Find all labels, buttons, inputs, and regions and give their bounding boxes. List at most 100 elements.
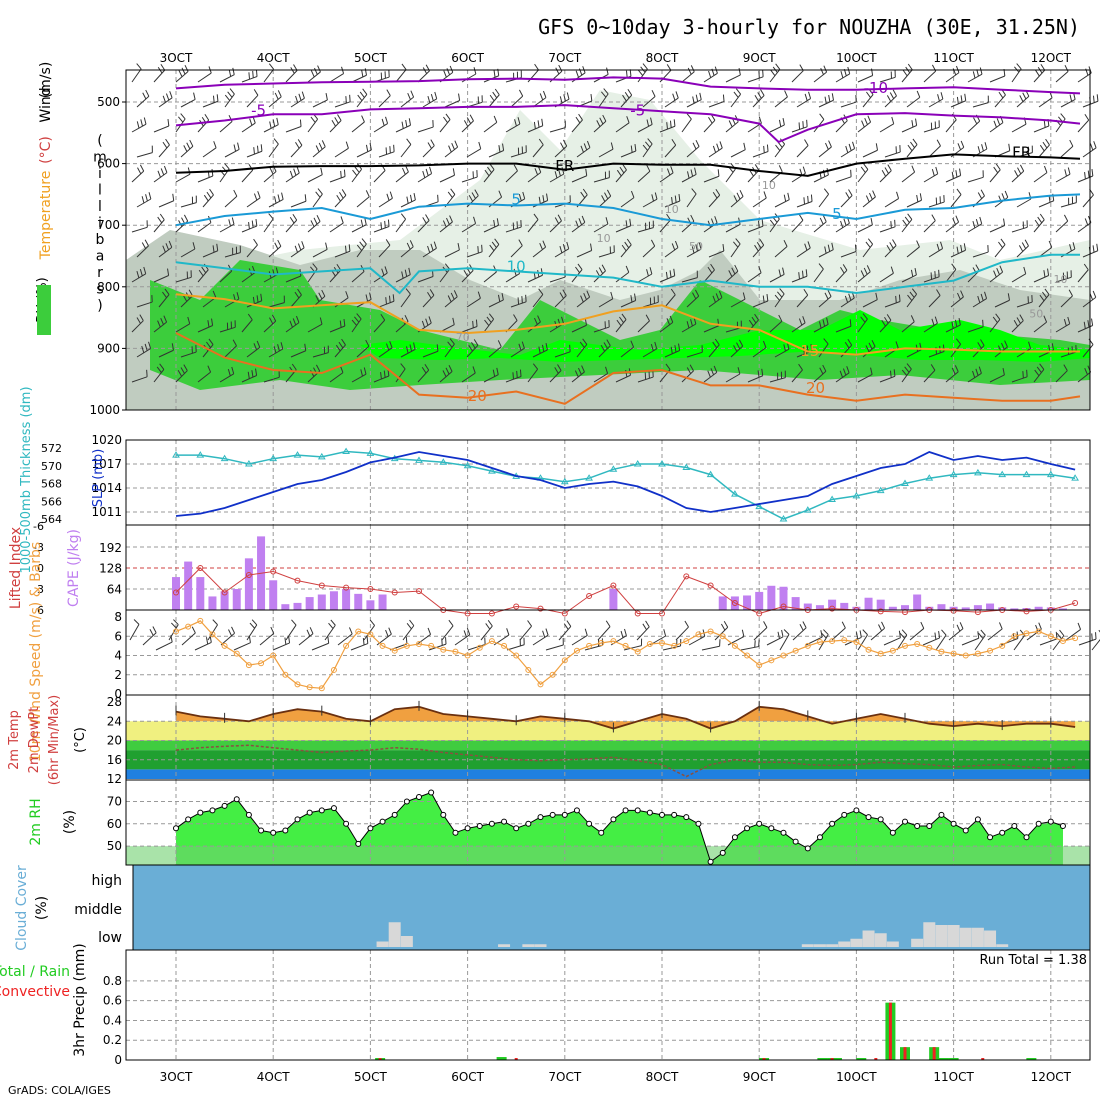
y-tick-label: 500	[97, 95, 120, 109]
wind-barb	[902, 172, 915, 182]
wind-barb	[990, 123, 1003, 132]
rh2m-marker	[805, 846, 810, 851]
cape-tick-label: 128	[99, 562, 122, 576]
x-tick-label-bottom: 5OCT	[354, 1070, 387, 1084]
wind-barb-feather	[803, 622, 806, 628]
x-tick-label-top: 10OCT	[836, 51, 877, 65]
wind-barb-feather	[1061, 114, 1065, 119]
low-cloud-bar	[850, 939, 862, 947]
wind-barb-feather	[285, 638, 286, 645]
rh2m-axis-label: 2m RH	[28, 798, 44, 845]
rh2m-marker	[502, 819, 507, 824]
wind-barb-feather	[1023, 93, 1026, 99]
wind-barb	[1083, 195, 1093, 207]
wind-barb-feather	[882, 622, 885, 628]
wind-barb-feather	[628, 89, 632, 95]
wind-barb-feather	[153, 627, 156, 633]
cape-bar	[245, 558, 253, 610]
low-cloud-bar	[838, 942, 850, 948]
wind-barb-feather	[358, 95, 362, 101]
wind-barb	[401, 144, 411, 157]
wind-barb-feather	[576, 71, 578, 78]
wind-barb	[181, 99, 195, 107]
wind-barb-feather	[142, 196, 144, 203]
rh2m-marker	[368, 826, 373, 831]
wind-barb	[797, 99, 811, 107]
wind-barb-feather	[825, 97, 826, 104]
wind-barb	[748, 77, 763, 82]
wind-barb	[885, 199, 899, 207]
wind-barb-feather	[385, 221, 386, 228]
wind-barb-feather	[916, 119, 917, 126]
wind-barb	[335, 102, 350, 107]
wind-barb-feather	[448, 192, 452, 198]
wind-barb-feather	[720, 141, 722, 148]
wind-barb-feather	[980, 67, 982, 74]
wind-barb-feather	[277, 118, 278, 125]
wind-barb	[995, 245, 1005, 257]
wind-barb	[423, 146, 434, 157]
wind-barb-feather	[410, 620, 414, 626]
wind-barb-feather	[254, 147, 255, 154]
wind-barb	[689, 636, 705, 645]
rh2m-marker	[514, 826, 519, 831]
y-axis-letter: l	[98, 199, 102, 215]
wind-barb-feather	[1056, 632, 1057, 639]
wind-barb	[313, 100, 327, 107]
wind-barb	[792, 71, 803, 82]
wind-barb	[968, 177, 983, 182]
rh2m-marker	[477, 824, 482, 829]
wind-barb-feather	[576, 117, 580, 123]
wind-barb-feather	[980, 217, 982, 224]
wind-barb-feather	[229, 219, 231, 226]
wind-barb-feather	[696, 140, 699, 146]
wind-barb-feather	[893, 90, 896, 96]
wind-barb-feather	[254, 89, 258, 95]
wind-barb-feather	[938, 94, 940, 101]
wind-barb-feather	[973, 71, 975, 78]
wind-barb-feather	[579, 114, 583, 120]
wind-barb	[949, 629, 963, 640]
wind-barb-feather	[184, 215, 187, 221]
chart-title: GFS 0~10day 3-hourly for NOUZHA (30E, 31…	[538, 15, 1080, 39]
wind-barb-feather	[939, 631, 940, 638]
wind-barb	[330, 74, 344, 82]
wind-barb-feather	[493, 92, 497, 98]
wind-barb	[682, 119, 691, 132]
wind-barb	[132, 171, 144, 182]
wind-barb-feather	[402, 122, 403, 129]
wind-barb-feather	[941, 630, 946, 635]
rh2m-marker	[538, 815, 543, 820]
wind-barb-feather	[876, 143, 877, 150]
cloud-level-label: high	[91, 873, 122, 889]
wind-barb-feather	[214, 141, 216, 148]
wind-barb	[841, 102, 856, 107]
low-cloud-bar	[522, 944, 534, 947]
wind-barb-feather	[1092, 319, 1093, 326]
wind-barb	[1056, 174, 1070, 182]
wind-barb-feather	[311, 220, 314, 226]
wind-barb-feather	[808, 196, 809, 203]
wind-barb-feather	[803, 167, 805, 174]
wind-barb-feather	[932, 169, 934, 176]
rh2m-marker	[574, 808, 579, 813]
cape-tick-label: 64	[107, 582, 122, 596]
li-axis-label: Lifted Index	[8, 527, 24, 609]
panel-frame	[126, 950, 1090, 1060]
wind-barb-feather	[956, 170, 957, 177]
wind-barb-feather	[513, 372, 514, 379]
wind-barb-feather	[761, 89, 765, 95]
rh2m-marker	[174, 826, 179, 831]
temp-tick-label: 24	[107, 714, 122, 728]
rh2m-marker	[259, 828, 264, 833]
wind-barb	[884, 638, 900, 645]
thickness-line	[176, 452, 1075, 520]
wind-barb	[863, 150, 878, 157]
wind-barb-feather	[158, 171, 161, 178]
x-tick-label-top: 6OCT	[451, 51, 484, 65]
y-axis-letter: )	[97, 298, 102, 314]
wind-barb-feather	[1025, 240, 1028, 246]
contour-label: 15	[800, 342, 819, 360]
wind-barb	[520, 626, 532, 640]
rh2m-marker	[623, 808, 628, 813]
